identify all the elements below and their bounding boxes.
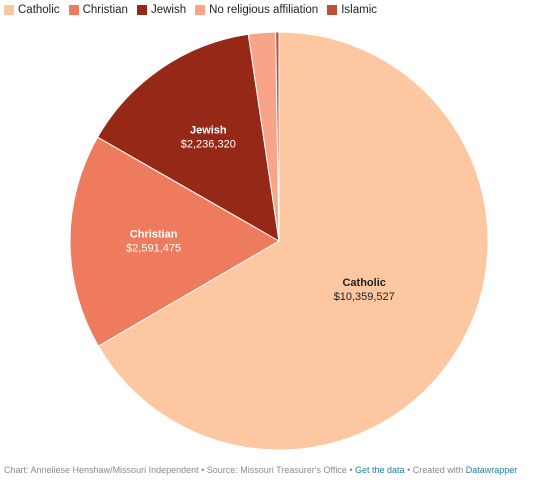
legend-swatch (327, 5, 338, 15)
legend-swatch (4, 5, 14, 15)
legend-item-islamic: Islamic (327, 4, 377, 16)
legend-swatch (68, 5, 79, 15)
datawrapper-link[interactable]: Datawrapper (465, 465, 518, 475)
slice-value-jewish: $2,236,320 (181, 138, 236, 150)
legend-swatch (136, 5, 147, 15)
pie-slice-islamic (275, 31, 280, 242)
pie-slice-christian (69, 136, 281, 347)
chart-footer: Chart: Anneliese Henshaw/Missouri Indepe… (4, 465, 517, 475)
legend-item-jewish: Jewish (136, 4, 187, 16)
chart-legend: Catholic Christian Jewish No religious affi… (4, 4, 386, 16)
slice-label-catholic: Catholic (342, 277, 385, 289)
get-the-data-link[interactable]: Get the data (355, 465, 405, 475)
pie-slices (69, 31, 489, 451)
legend-item-christian: Christian (68, 4, 128, 16)
legend-item-catholic: Catholic (4, 4, 60, 16)
legend-label: Christian (82, 4, 128, 16)
slice-value-catholic: $10,359,527 (334, 291, 395, 303)
legend-label: No religious affiliation (209, 4, 319, 16)
legend-item-no-religious-affiliation: No religious affiliation (195, 4, 318, 16)
slice-label-jewish: Jewish (190, 124, 227, 136)
slice-value-christian: $2,591,475 (126, 243, 181, 255)
pie-labels: Catholic $10,359,527 Christian $2,591,475 Je… (126, 124, 395, 303)
legend-label: Islamic (341, 4, 377, 16)
pie-slice-catholic (97, 31, 489, 451)
footer-credit: Chart: Anneliese Henshaw/Missouri Indepe… (4, 465, 356, 475)
slice-label-christian: Christian (130, 229, 178, 241)
pie-slice-jewish (96, 33, 280, 242)
footer-separator: • Created with (404, 465, 466, 475)
legend-label: Jewish (150, 4, 187, 16)
legend-swatch (195, 5, 206, 15)
legend-label: Catholic (18, 4, 60, 16)
